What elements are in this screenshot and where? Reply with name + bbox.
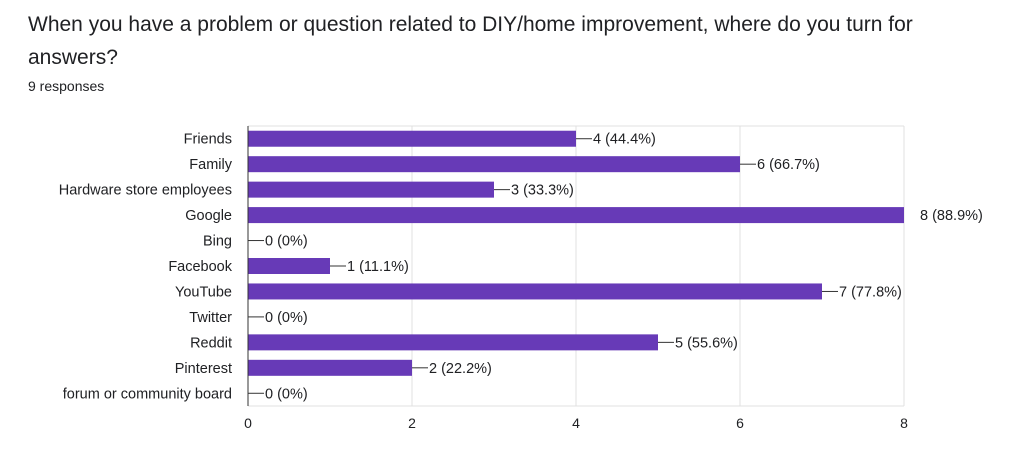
category-label: Bing [203,234,232,250]
response-count: 9 responses [28,78,105,94]
labels: 0 2 4 6 8 Friends 4 (44.4%) Family 6 (66.7%) Hard… [59,132,983,431]
x-tick-label: 6 [736,415,744,431]
question-title: When you have a problem or question rela… [28,13,913,69]
data-label: 0 (0%) [265,386,308,402]
x-tick-label: 0 [244,415,252,431]
bar [248,334,658,351]
data-label: 0 (0%) [265,310,308,326]
data-label: 8 (88.9%) [920,208,983,224]
bar [248,156,740,173]
bar [248,181,494,198]
data-label: 2 (22.2%) [429,361,492,377]
data-label: 7 (77.8%) [839,284,902,300]
category-label: YouTube [175,284,232,300]
category-label: Family [189,157,232,173]
axes [247,126,838,406]
category-label: Facebook [168,259,232,275]
grid-lines [248,125,905,407]
data-label: 3 (33.3%) [511,183,574,199]
bars [248,130,904,376]
data-label: 4 (44.4%) [593,132,656,148]
category-label: Friends [184,132,232,148]
category-label: Twitter [189,310,232,326]
x-tick-label: 8 [900,415,908,431]
bar [248,359,412,376]
x-tick-label: 2 [408,415,416,431]
category-label: Google [185,208,232,224]
category-label: Hardware store employees [59,183,232,199]
category-label: forum or community board [63,386,232,402]
bar [248,130,576,147]
bar [248,258,330,274]
x-tick-label: 4 [572,415,580,431]
data-label: 5 (55.6%) [675,335,738,351]
bar [248,207,904,224]
bar [248,283,822,300]
category-label: Pinterest [175,361,232,377]
data-label: 6 (66.7%) [757,157,820,173]
category-label: Reddit [190,335,232,351]
data-label: 1 (11.1%) [347,259,409,275]
data-label: 0 (0%) [265,234,308,250]
